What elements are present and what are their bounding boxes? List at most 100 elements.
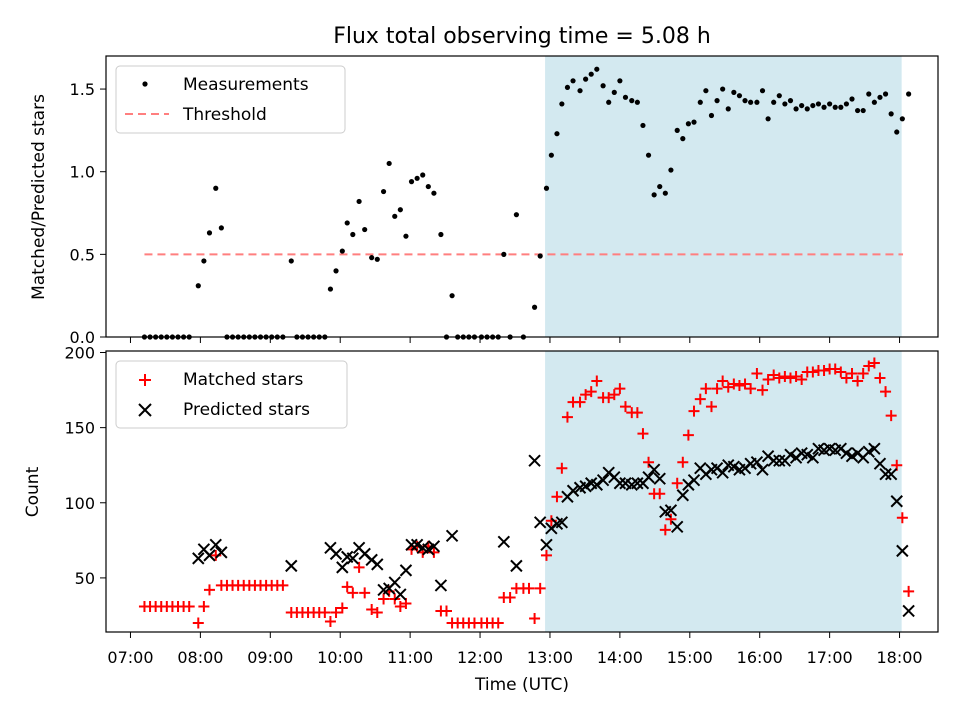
measurement-point <box>369 255 375 261</box>
matched-star-point <box>835 366 847 378</box>
measurement-point <box>691 119 697 125</box>
predicted-star-point <box>203 549 216 562</box>
measurement-point <box>882 91 889 97</box>
measurement-points <box>141 66 912 340</box>
y-tick-label: 0.0 <box>70 328 95 347</box>
measurement-point <box>894 129 900 135</box>
matched-star-point <box>580 389 592 401</box>
matched-star-point <box>863 360 875 372</box>
measurement-point <box>731 89 737 95</box>
matched-star-point <box>529 612 541 624</box>
measurement-point <box>513 212 520 218</box>
matched-star-point <box>192 617 204 629</box>
matched-star-point <box>745 383 757 395</box>
x-tick-label: 14:00 <box>597 648 643 667</box>
predicted-star-point <box>528 454 541 467</box>
measurement-point <box>600 83 606 89</box>
x-tick-label: 11:00 <box>387 648 433 667</box>
predicted-star-point <box>664 504 678 517</box>
measurement-point <box>849 96 855 102</box>
bottom-legend: Matched stars Predicted stars <box>115 360 348 429</box>
measurement-point <box>899 116 905 122</box>
matched-star-point <box>378 593 390 605</box>
matched-star-point <box>818 365 830 377</box>
matched-star-point <box>733 380 745 392</box>
measurement-point <box>697 99 703 105</box>
matched-stars-points <box>138 357 915 629</box>
measurement-point <box>827 101 833 107</box>
x-tick-label: 12:00 <box>457 648 503 667</box>
measurement-point <box>327 286 334 292</box>
matched-star-point <box>551 491 563 503</box>
measurement-point <box>588 71 594 77</box>
matched-star-point <box>637 428 649 440</box>
matched-star-point <box>885 410 897 422</box>
predicted-star-point <box>902 604 915 618</box>
matched-star-point <box>700 383 712 395</box>
measurement-point <box>854 107 861 114</box>
matched-star-point <box>840 372 852 384</box>
measurement-point <box>771 99 777 105</box>
y-tick-label: 0.5 <box>70 245 95 264</box>
measurement-point <box>380 188 387 195</box>
measurement-point <box>333 268 339 274</box>
matched-star-point <box>319 606 331 618</box>
measurement-point <box>403 233 409 239</box>
measurement-point <box>906 91 912 97</box>
measurement-point <box>651 192 657 198</box>
matched-star-point <box>330 606 342 618</box>
predicted-star-point <box>540 538 553 552</box>
matched-star-point <box>440 605 452 617</box>
matched-star-point <box>585 386 597 398</box>
measurement-point <box>594 66 600 72</box>
top-x-ticks <box>129 337 901 343</box>
matched-star-point <box>619 401 631 413</box>
x-tick-label: 07:00 <box>107 648 153 667</box>
y-tick-label: 150 <box>64 419 95 438</box>
measurement-point <box>362 226 368 233</box>
top-legend-box <box>115 65 346 134</box>
predicted-star-point <box>653 472 666 485</box>
matched-star-point <box>717 375 729 387</box>
measurement-point <box>374 256 380 262</box>
measurement-point <box>288 258 294 264</box>
predicted-star-point <box>445 529 459 543</box>
predicted-star-point <box>756 463 769 476</box>
measurement-point <box>206 230 213 236</box>
matched-star-point <box>757 384 769 396</box>
measurement-point <box>810 102 816 109</box>
predicted-star-point <box>388 576 401 589</box>
measurement-point <box>799 102 805 109</box>
predicted-star-point <box>427 540 441 553</box>
predicted-star-point <box>647 463 661 476</box>
predicted-star-point <box>329 547 343 561</box>
bottom-plot-frame <box>105 350 939 633</box>
measurement-point <box>888 111 894 117</box>
y-tick-label: 1.5 <box>70 80 95 99</box>
measurement-point <box>438 231 444 238</box>
measurement-point <box>866 91 872 97</box>
matched-star-point <box>561 411 573 423</box>
predicted-star-point <box>890 495 903 508</box>
measurement-point <box>871 99 877 105</box>
y-tick-label: 200 <box>64 344 95 363</box>
x-tick-label: 18:00 <box>876 648 922 667</box>
matched-star-point <box>868 357 880 369</box>
measurement-point <box>344 220 350 226</box>
legend-predicted-label: Predicted stars <box>183 400 310 420</box>
measurement-point <box>645 152 652 158</box>
matched-star-point <box>654 488 666 500</box>
measurement-point <box>425 183 431 190</box>
matched-star-point <box>682 429 694 441</box>
measurement-point <box>832 104 838 110</box>
predicted-star-point <box>192 552 205 565</box>
x-tick-label: 13:00 <box>527 648 573 667</box>
measurement-point <box>759 88 766 94</box>
measurement-point <box>685 121 692 127</box>
predicted-star-point <box>215 546 228 559</box>
predicted-star-point <box>590 478 604 491</box>
matched-star-point <box>371 606 383 618</box>
matched-star-point <box>896 512 908 524</box>
measurement-point <box>640 122 646 129</box>
matched-star-point <box>353 561 365 573</box>
